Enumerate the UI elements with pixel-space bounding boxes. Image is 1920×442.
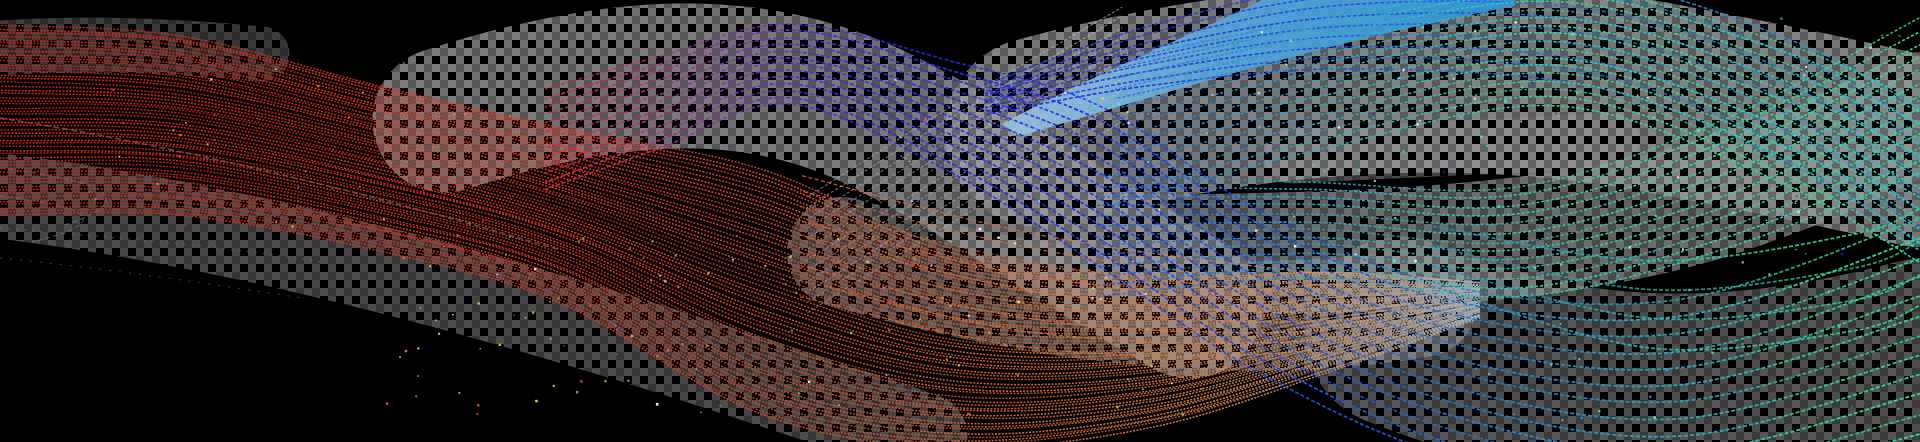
orange-overlay bbox=[799, 174, 1463, 357]
speck-noise bbox=[89, 17, 1901, 423]
sky-ribbon bbox=[1002, 0, 1515, 136]
red-band bbox=[0, 24, 1481, 442]
blue-top bbox=[984, 0, 1920, 245]
green-upper bbox=[1114, 0, 1920, 264]
green-lower bbox=[1094, 16, 1920, 298]
teal-arcs bbox=[1429, 208, 1920, 351]
gray-swirl-lines bbox=[0, 117, 561, 299]
